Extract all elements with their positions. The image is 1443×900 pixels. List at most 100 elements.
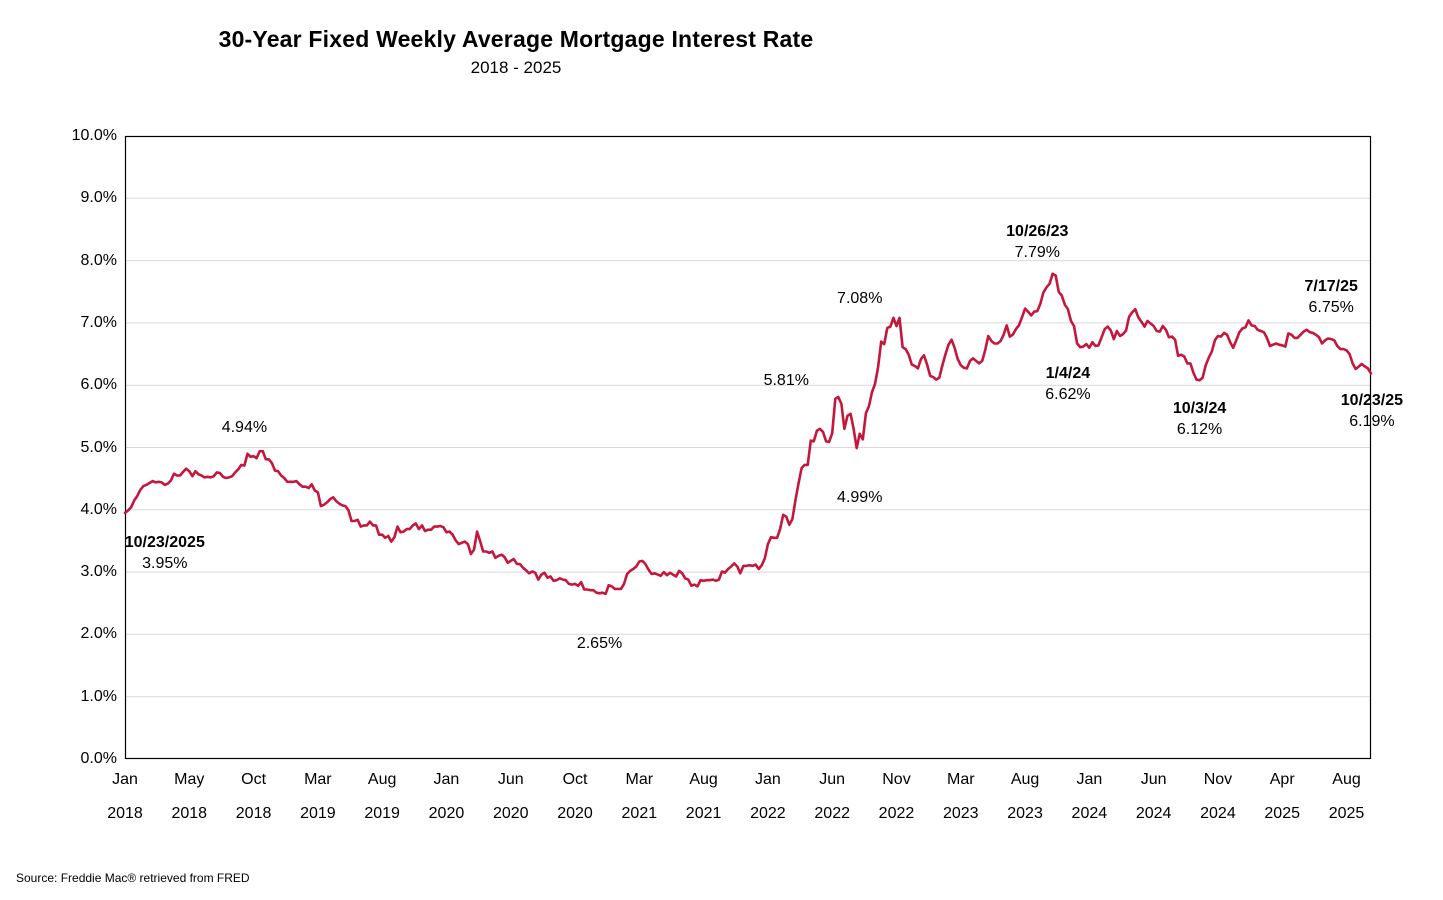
x-tick-year: 2018 <box>171 805 208 822</box>
x-tick-month: Jan <box>433 771 460 788</box>
annotation-value: 4.94% <box>221 418 268 436</box>
x-axis-tick-label: Jan 2024 <box>1072 771 1108 823</box>
data-annotation: 7.08% <box>837 288 882 309</box>
x-tick-month: Mar <box>625 771 654 788</box>
y-axis-tick-label: 0.0% <box>80 750 117 767</box>
data-annotation: 2.65% <box>577 633 622 654</box>
annotation-value: 6.12% <box>1176 421 1223 439</box>
annotation-date: 10/23/25 <box>1340 392 1404 410</box>
data-annotation: 7/17/25 6.75% <box>1304 276 1357 318</box>
y-axis-tick-label: 8.0% <box>80 251 117 269</box>
x-tick-month: Aug <box>367 771 397 788</box>
x-axis-tick-label: Mar 2019 <box>300 771 336 823</box>
annotation-value: 6.62% <box>1045 385 1091 403</box>
annotation-value: 7.79% <box>1014 244 1060 262</box>
x-tick-year: 2021 <box>685 805 722 822</box>
x-axis-tick-label: Nov 2022 <box>879 771 915 823</box>
x-axis-tick-label: Aug 2021 <box>686 771 722 823</box>
x-axis-tick-label: May 2018 <box>171 771 207 823</box>
x-tick-year: 2018 <box>107 805 143 822</box>
x-axis-tick-label: Aug 2025 <box>1329 771 1365 823</box>
x-tick-year: 2025 <box>1328 805 1365 822</box>
chart-title: 30-Year Fixed Weekly Average Mortgage In… <box>218 26 814 52</box>
x-tick-year: 2024 <box>1071 805 1108 822</box>
chart-subtitle: 2018 - 2025 <box>470 58 562 77</box>
data-annotation: 1/4/24 6.62% <box>1045 363 1090 405</box>
y-axis-tick-label: 5.0% <box>80 438 117 456</box>
data-annotation: 10/23/2025 3.95% <box>125 532 205 574</box>
annotation-date: 7/17/25 <box>1304 278 1358 296</box>
x-tick-year: 2018 <box>235 805 272 822</box>
annotation-value: 6.75% <box>1308 299 1354 317</box>
annotation-value: 3.95% <box>142 555 188 573</box>
plot-frame <box>124 135 1372 760</box>
x-tick-year: 2021 <box>621 805 658 822</box>
data-annotation: 4.99% <box>837 487 882 508</box>
x-tick-year: 2024 <box>1135 805 1172 822</box>
y-axis-tick-label: 10.0% <box>71 127 117 144</box>
x-tick-month: May <box>174 771 205 788</box>
x-axis-tick-label: Nov 2024 <box>1200 771 1236 823</box>
plot-area <box>123 135 1373 760</box>
y-axis-tick-label: 6.0% <box>80 376 117 394</box>
x-tick-month: Nov <box>1203 771 1233 788</box>
x-tick-month: Apr <box>1269 771 1295 788</box>
x-tick-month: Jan <box>112 771 138 788</box>
data-annotation: 5.81% <box>764 370 809 391</box>
x-tick-month: Mar <box>946 771 975 788</box>
source-note: Source: Freddie Mac® retrieved from FRED <box>16 871 250 885</box>
x-tick-year: 2019 <box>300 805 336 822</box>
annotation-date: 10/26/23 <box>1006 223 1069 241</box>
annotation-value: 2.65% <box>576 635 623 653</box>
x-axis-tick-label: Jan 2022 <box>750 771 786 823</box>
x-axis-tick-label: Jun 2022 <box>814 771 850 823</box>
x-tick-year: 2019 <box>364 805 400 822</box>
x-tick-month: Jun <box>497 771 524 788</box>
annotation-value: 4.99% <box>837 488 883 506</box>
x-tick-year: 2023 <box>942 805 979 822</box>
x-tick-month: Jun <box>1140 771 1167 788</box>
annotation-value: 5.81% <box>763 372 809 390</box>
x-axis-tick-label: Aug 2023 <box>1007 771 1043 823</box>
x-axis-tick-label: Jun 2020 <box>493 771 529 823</box>
x-tick-month: Aug <box>689 771 718 788</box>
data-annotation: 10/3/24 6.12% <box>1173 398 1226 440</box>
x-axis-tick-label: Jan 2018 <box>107 771 143 823</box>
x-axis-tick-label: Oct 2020 <box>557 771 593 823</box>
x-axis-tick-label: Aug 2019 <box>364 771 400 823</box>
x-tick-year: 2024 <box>1200 805 1236 822</box>
x-tick-month: Jan <box>754 771 781 788</box>
annotation-value: 6.19% <box>1349 413 1395 431</box>
x-axis-tick-label: Mar 2023 <box>943 771 979 823</box>
x-tick-year: 2023 <box>1007 805 1043 822</box>
x-axis-tick-label: Jan 2020 <box>429 771 465 823</box>
rate-line <box>123 272 1373 596</box>
x-axis-tick-label: Apr 2025 <box>1264 771 1300 823</box>
data-annotation: 4.94% <box>222 417 267 438</box>
x-axis-tick-label: Mar 2021 <box>622 771 658 823</box>
x-axis-tick-label: Jun 2024 <box>1136 771 1172 823</box>
data-annotation: 10/23/25 6.19% <box>1341 390 1403 432</box>
x-tick-month: Aug <box>1332 771 1361 788</box>
x-tick-year: 2022 <box>878 805 915 822</box>
y-axis-tick-label: 1.0% <box>80 687 117 705</box>
x-tick-year: 2020 <box>428 805 465 822</box>
x-tick-month: Jan <box>1076 771 1103 788</box>
x-tick-month: Aug <box>1010 771 1040 788</box>
x-tick-month: Nov <box>882 771 911 788</box>
x-tick-year: 2022 <box>750 805 786 822</box>
x-tick-year: 2020 <box>557 805 593 822</box>
x-tick-year: 2022 <box>814 805 850 822</box>
y-axis-tick-label: 4.0% <box>80 500 117 518</box>
annotation-date: 1/4/24 <box>1045 364 1091 382</box>
x-tick-year: 2025 <box>1264 805 1300 822</box>
x-tick-month: Oct <box>241 771 267 788</box>
x-tick-year: 2020 <box>492 805 529 822</box>
x-tick-month: Mar <box>304 771 332 788</box>
y-axis-tick-label: 2.0% <box>80 625 117 643</box>
x-tick-month: Jun <box>819 771 846 788</box>
y-axis-tick-label: 9.0% <box>80 189 117 207</box>
y-axis-tick-label: 7.0% <box>80 313 117 331</box>
annotation-date: 10/23/2025 <box>124 534 205 552</box>
